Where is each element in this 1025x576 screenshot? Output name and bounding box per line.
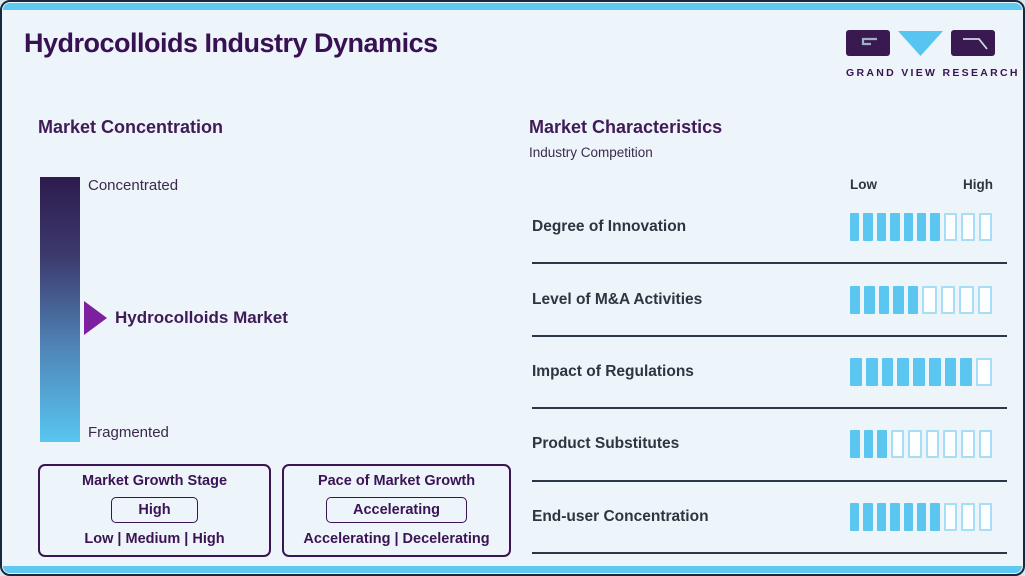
rating-segment-empty <box>978 430 993 459</box>
rating-segment-empty <box>978 502 993 531</box>
row-label: Level of M&A Activities <box>532 290 703 308</box>
pace-of-growth-box: Pace of Market Growth Accelerating Accel… <box>282 464 511 557</box>
rating-segment-empty <box>943 430 957 459</box>
pace-title: Pace of Market Growth <box>317 473 476 489</box>
market-characteristics-heading: Market Characteristics <box>529 117 723 137</box>
rating-segment-filled <box>930 213 940 242</box>
hydrocolloids-market-label: Hydrocolloids Market <box>115 308 288 327</box>
rating-segment-filled <box>865 357 878 386</box>
rating-segment-filled <box>893 285 904 314</box>
logo-wordmark: GRAND VIEW RESEARCH <box>846 67 1020 79</box>
characteristic-row: End-user Concentration <box>532 482 1007 554</box>
scale-low-label: Low <box>850 177 877 192</box>
rating-segment-empty <box>961 502 975 531</box>
row-label: End-user Concentration <box>532 507 709 525</box>
rating-segment-filled <box>907 285 919 314</box>
rating-segment-filled <box>877 430 887 459</box>
market-growth-stage-box: Market Growth Stage High Low | Medium | … <box>38 464 271 557</box>
rating-segment-filled <box>960 357 973 386</box>
row-label: Degree of Innovation <box>532 218 687 236</box>
rating-segment-filled <box>876 502 887 531</box>
rating-segment-empty <box>940 285 956 314</box>
characteristic-row: Product Substitutes <box>532 409 1007 482</box>
characteristic-row: Degree of Innovation <box>532 192 1007 265</box>
market-concentration-heading: Market Concentration <box>38 117 224 137</box>
rating-bar <box>850 430 993 459</box>
market-position-arrow-icon <box>84 301 107 335</box>
rating-segment-filled <box>903 213 914 242</box>
rating-segment-filled <box>878 285 890 314</box>
rating-segment-filled <box>850 502 860 531</box>
rating-segment-filled <box>913 357 925 386</box>
industry-competition-subheading: Industry Competition <box>529 145 653 160</box>
rating-segment-empty <box>977 285 992 314</box>
rating-segment-empty <box>959 285 974 314</box>
concentrated-label: Concentrated <box>88 177 179 194</box>
rating-segment-filled <box>863 430 874 459</box>
rating-segment-filled <box>850 357 862 386</box>
gvr-logo-icon <box>846 30 995 56</box>
characteristic-row: Level of M&A Activities <box>532 264 1007 337</box>
rating-segment-filled <box>890 213 900 242</box>
rating-segment-empty <box>976 357 993 386</box>
top-accent-strip <box>3 3 1022 10</box>
rating-segment-filled <box>930 502 940 531</box>
characteristic-row: Impact of Regulations <box>532 337 1007 410</box>
page-title: Hydrocolloids Industry Dynamics <box>24 28 438 58</box>
rating-segment-filled <box>850 285 861 314</box>
rating-segment-filled <box>928 357 941 386</box>
rating-segment-empty <box>960 430 975 459</box>
scale-high-label: High <box>963 177 993 192</box>
pace-options: Accelerating | Decelerating <box>303 531 490 547</box>
rating-segment-empty <box>925 430 940 459</box>
grand-view-research-logo: GRAND VIEW RESEARCH <box>846 28 1020 79</box>
rating-segment-filled <box>850 430 860 459</box>
rating-bar <box>850 357 993 386</box>
rating-segment-empty <box>908 430 922 459</box>
rating-segment-filled <box>944 357 957 386</box>
rating-segment-empty <box>922 285 937 314</box>
rating-segment-filled <box>876 213 887 242</box>
rating-bar <box>850 502 993 531</box>
row-label: Impact of Regulations <box>532 362 694 380</box>
rating-segment-filled <box>903 502 914 531</box>
rating-segment-filled <box>863 502 873 531</box>
rating-segment-empty <box>890 430 905 459</box>
rating-bar <box>850 285 992 314</box>
growth-stage-title: Market Growth Stage <box>81 473 228 489</box>
row-label: Product Substitutes <box>532 435 680 453</box>
rating-segment-empty <box>943 213 958 242</box>
rating-segment-filled <box>897 357 910 386</box>
rating-segment-filled <box>864 285 875 314</box>
concentration-gradient-bar <box>40 177 80 442</box>
bottom-accent-strip <box>3 566 1022 573</box>
growth-stage-options: Low | Medium | High <box>84 531 225 547</box>
fragmented-label: Fragmented <box>88 424 169 441</box>
rating-segment-filled <box>917 502 927 531</box>
characteristics-rows: Degree of Innovation Level of M&A Activi… <box>532 192 1007 554</box>
rating-segment-empty <box>961 213 975 242</box>
growth-stage-value: High <box>111 497 198 523</box>
pace-value: Accelerating <box>325 497 468 523</box>
rating-segment-empty <box>943 502 958 531</box>
rating-bar <box>850 213 993 242</box>
rating-segment-filled <box>917 213 927 242</box>
rating-segment-filled <box>850 213 860 242</box>
rating-segment-filled <box>863 213 873 242</box>
rating-segment-filled <box>881 357 894 386</box>
rating-segment-filled <box>890 502 900 531</box>
rating-segment-empty <box>978 213 993 242</box>
